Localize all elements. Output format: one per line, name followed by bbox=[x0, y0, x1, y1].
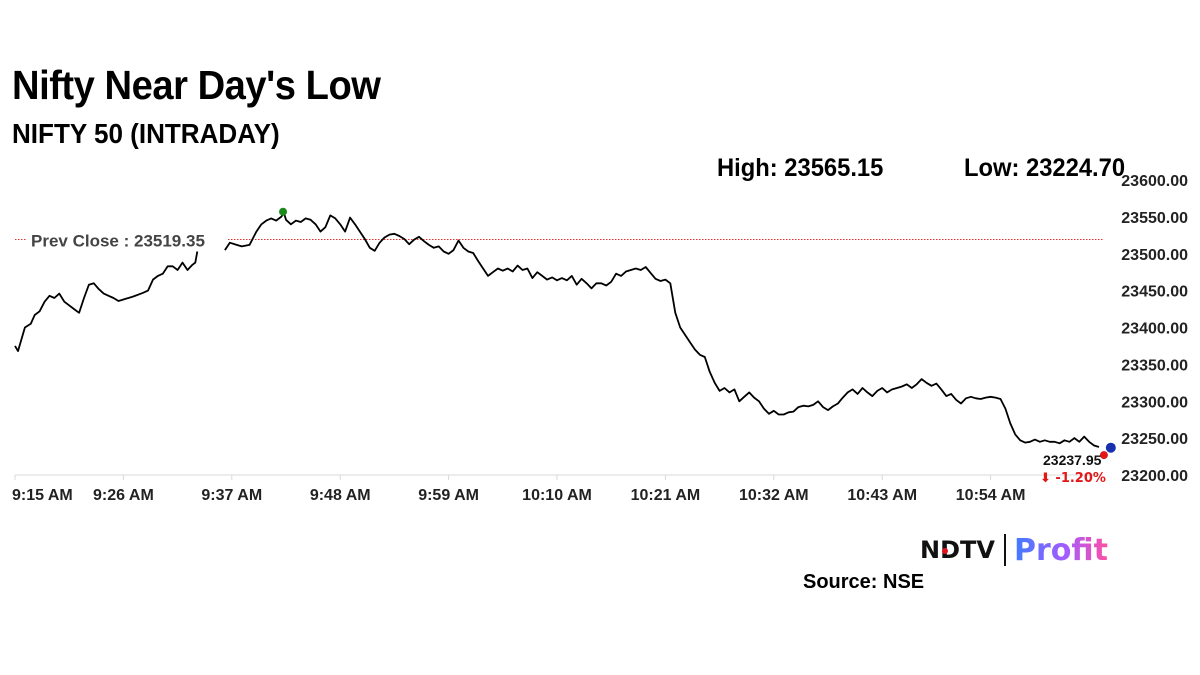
prev-close-label: Prev Close : 23519.35 bbox=[31, 231, 205, 250]
last-value-label: 23237.95 bbox=[1043, 452, 1102, 468]
x-tick-label: 10:43 AM bbox=[847, 487, 917, 504]
y-tick-label: 23250.00 bbox=[1121, 431, 1188, 448]
x-tick-label: 9:48 AM bbox=[310, 487, 371, 504]
high-point-marker bbox=[279, 207, 288, 216]
day-high-label: High: 23565.15 bbox=[717, 154, 884, 182]
y-tick-label: 23500.00 bbox=[1121, 247, 1188, 264]
x-tick-label: 9:37 AM bbox=[201, 487, 262, 504]
y-tick-label: 23350.00 bbox=[1121, 357, 1188, 374]
x-tick-label: 9:26 AM bbox=[93, 487, 154, 504]
x-tick-label: 9:15 AM bbox=[12, 487, 73, 504]
day-low-label: Low: 23224.70 bbox=[964, 154, 1126, 182]
price-line-segment-1 bbox=[14, 251, 199, 352]
prev-close-layer: Prev Close : 23519.35 bbox=[15, 228, 1103, 250]
logo-dot-icon bbox=[942, 548, 948, 554]
x-tick-label: 9:59 AM bbox=[418, 487, 479, 504]
brand-ndtv: NDTV bbox=[920, 536, 995, 564]
x-tick-label: 10:21 AM bbox=[631, 487, 701, 504]
price-line-segment-2 bbox=[224, 212, 1100, 448]
chart-subtitle: NIFTY 50 (INTRADAY) bbox=[12, 118, 280, 149]
x-tick-label: 10:10 AM bbox=[522, 487, 592, 504]
prev-close-label-bg bbox=[27, 228, 227, 249]
axes-layer bbox=[14, 474, 1103, 480]
y-tick-label: 23300.00 bbox=[1121, 394, 1188, 411]
x-tick-label: 10:32 AM bbox=[739, 487, 809, 504]
y-tick-label: 23450.00 bbox=[1121, 284, 1188, 301]
y-tick-label: 23400.00 bbox=[1121, 321, 1188, 338]
y-tick-label: 23200.00 bbox=[1121, 468, 1188, 485]
ndtv-profit-logo: NDTV Profit bbox=[920, 532, 1108, 568]
labels-layer: 23200.00 23250.00 23300.00 23350.00 23400.00… bbox=[12, 173, 1188, 504]
x-tick-label: 10:54 AM bbox=[956, 487, 1026, 504]
live-point-marker bbox=[1105, 442, 1116, 453]
change-percent-label: ⬇ -1.20% bbox=[1040, 471, 1106, 486]
y-tick-label: 23550.00 bbox=[1121, 210, 1188, 227]
series-layer bbox=[14, 212, 1100, 448]
brand-divider bbox=[1003, 534, 1006, 566]
markers-layer bbox=[279, 207, 1116, 460]
last-point-marker bbox=[1099, 451, 1108, 460]
source-note: Source: NSE bbox=[803, 571, 925, 593]
y-tick-label: 23600.00 bbox=[1121, 173, 1188, 190]
brand-profit: Profit bbox=[1013, 532, 1108, 568]
chart-title: Nifty Near Day's Low bbox=[12, 62, 381, 108]
